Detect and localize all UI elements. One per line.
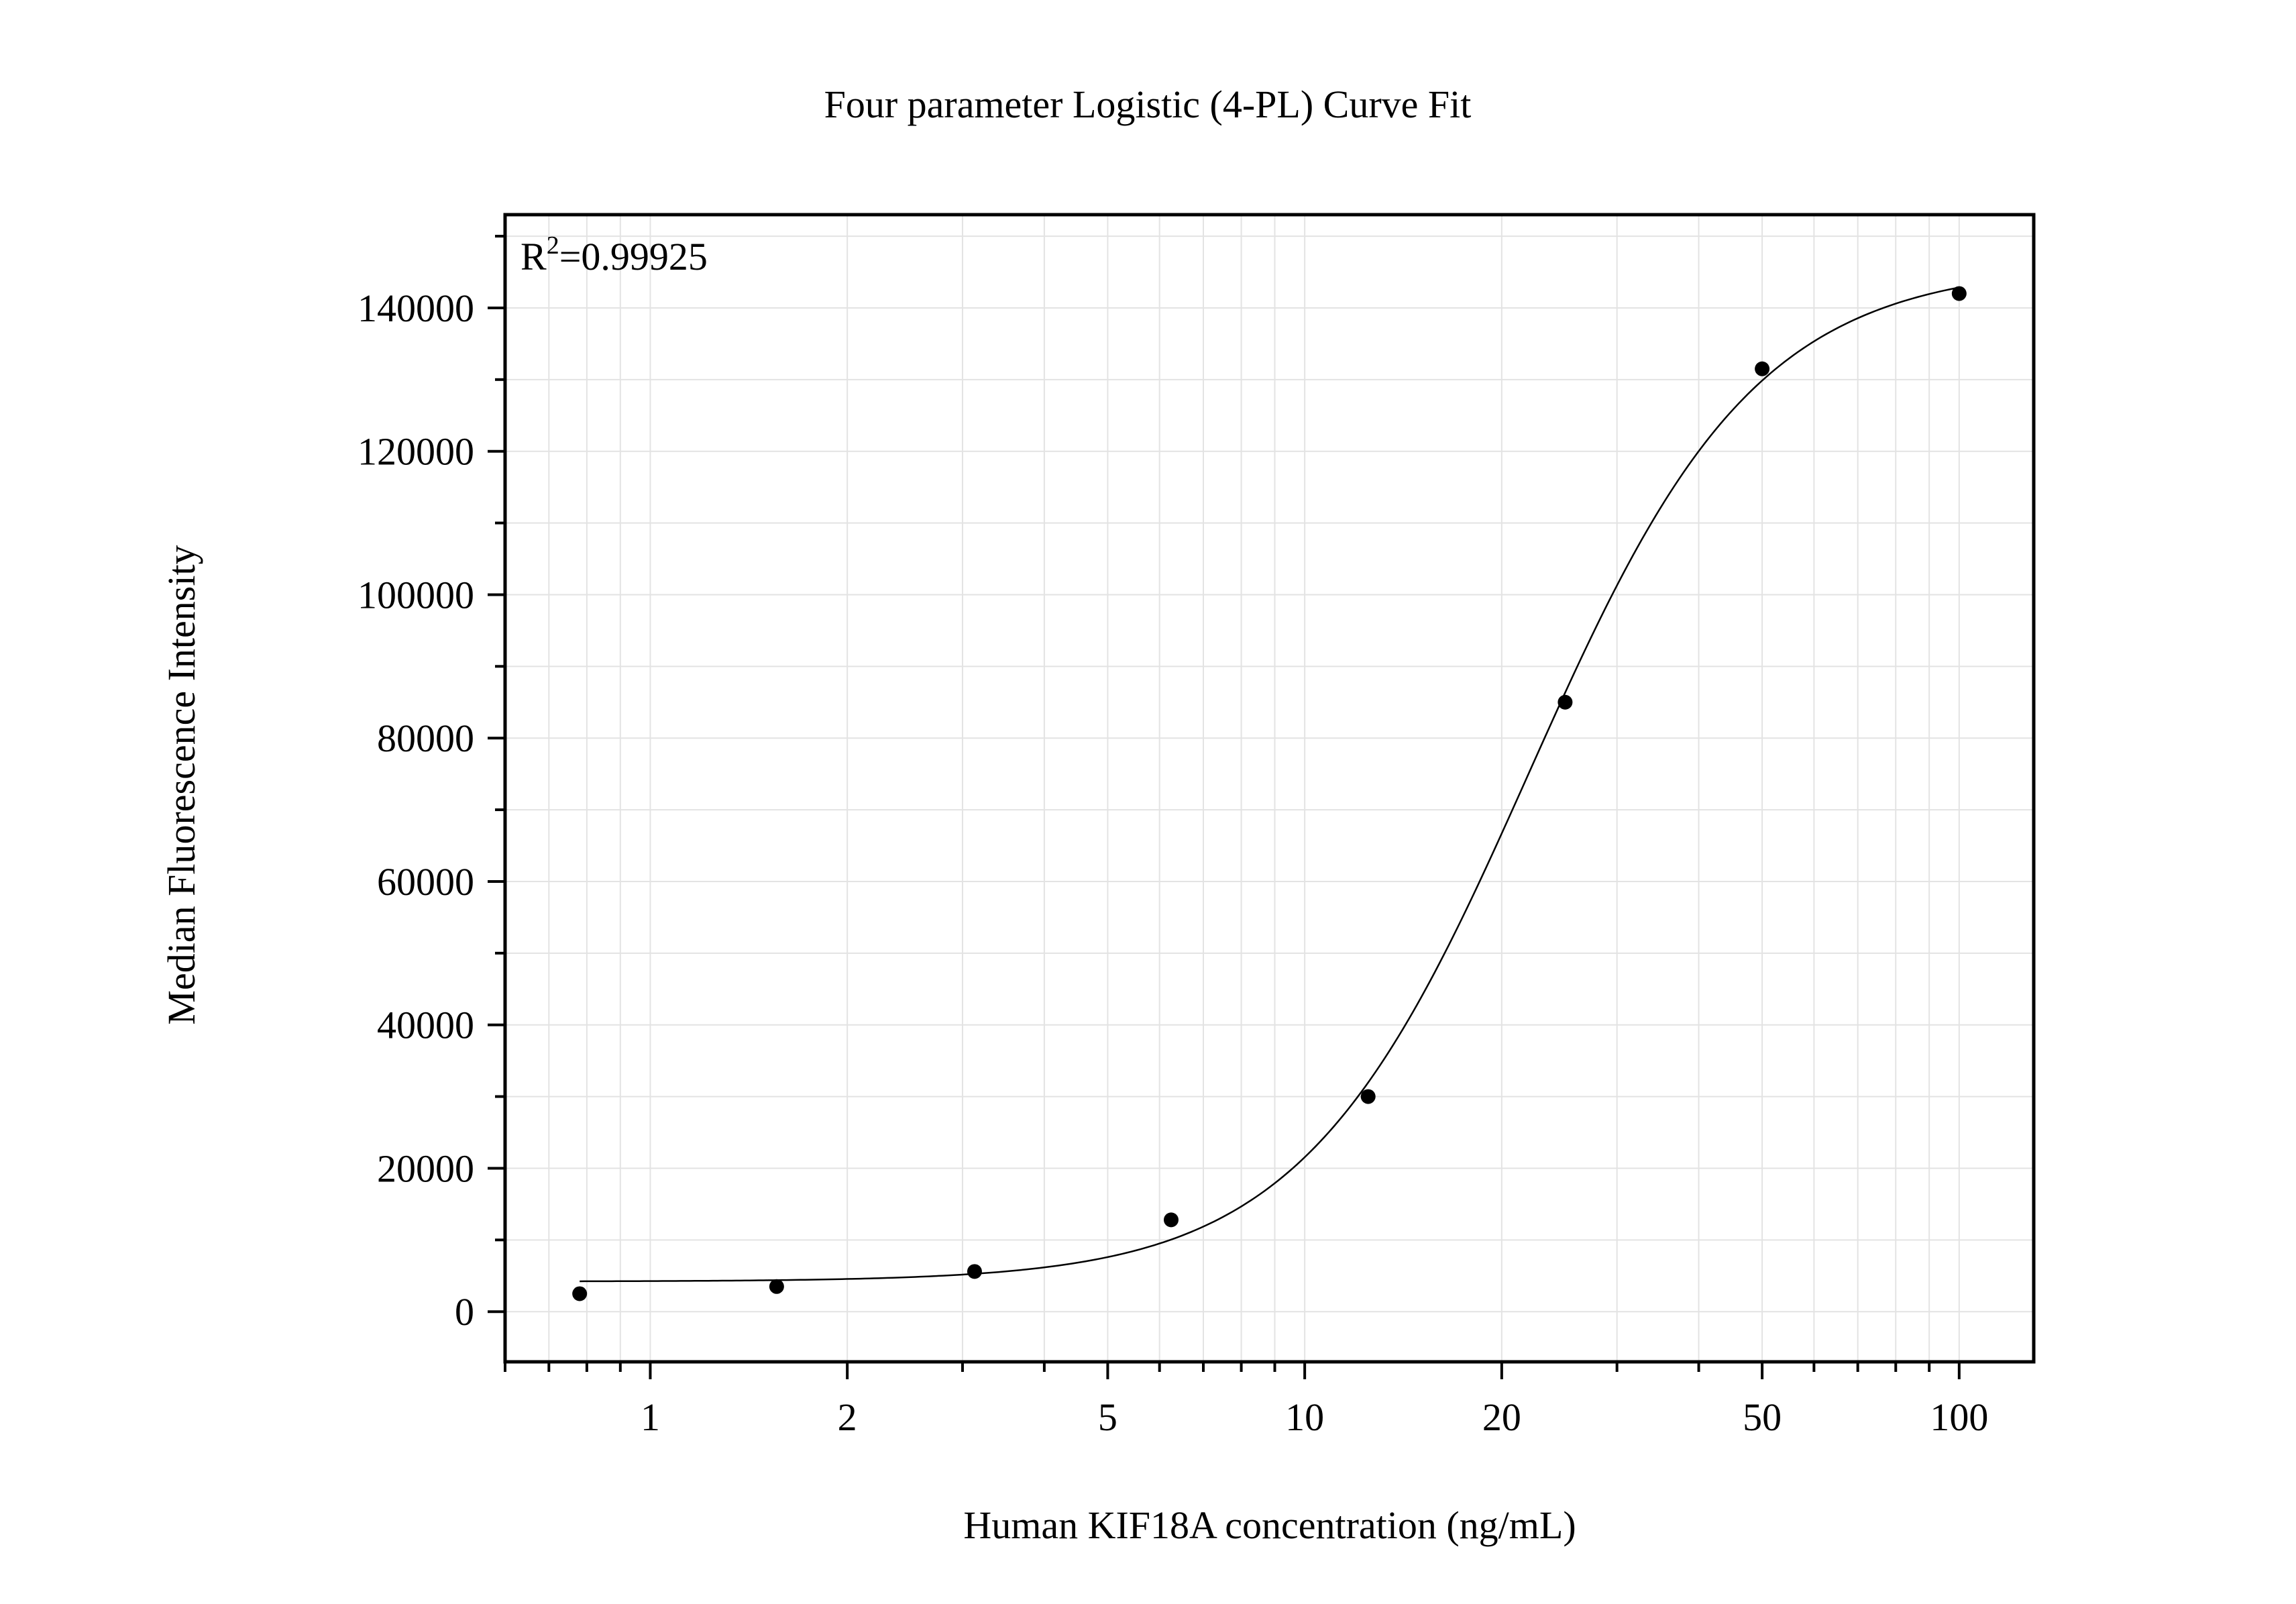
y-tick-label: 60000 (377, 860, 474, 904)
y-tick-label: 100000 (358, 573, 474, 617)
data-point (1360, 1089, 1376, 1104)
data-point (572, 1286, 588, 1301)
x-tick-label: 5 (1098, 1395, 1117, 1439)
plot-frame (503, 213, 2036, 1364)
data-point (1951, 286, 1967, 301)
y-tick-label: 0 (455, 1290, 474, 1334)
fit-curve (580, 286, 1960, 1283)
x-tick-label: 10 (1285, 1395, 1324, 1439)
axis-ticks: 1 2 5 10 20 50 100 0 20000 40000 60000 80000 100000 1… (358, 235, 1988, 1439)
data-point (769, 1279, 784, 1294)
r-squared-value: =0.99925 (559, 235, 708, 278)
r-squared-superscript: 2 (547, 231, 559, 260)
x-tick-label: 100 (1930, 1395, 1988, 1439)
x-tick-label: 50 (1743, 1395, 1782, 1439)
x-tick-label: 2 (838, 1395, 857, 1439)
grid (505, 215, 2034, 1362)
y-tick-label: 120000 (358, 430, 474, 474)
data-point (967, 1264, 982, 1279)
data-point (1557, 694, 1573, 710)
data-point (1755, 361, 1770, 376)
y-tick-label: 20000 (377, 1146, 474, 1190)
data-point (1163, 1212, 1179, 1228)
fit-curve-layer (580, 286, 1960, 1283)
x-tick-label: 20 (1482, 1395, 1521, 1439)
x-axis-label: Human KIF18A concentration (ng/mL) (963, 1503, 1576, 1547)
y-tick-label: 80000 (377, 716, 474, 760)
x-tick-label: 1 (641, 1395, 660, 1439)
chart-title: Four parameter Logistic (4-PL) Curve Fit (824, 83, 1472, 126)
r-squared-annotation: R2=0.99925 (521, 231, 708, 278)
data-points (572, 286, 1967, 1301)
y-axis-label: Median Fluorescence Intensity (160, 545, 203, 1024)
y-tick-label: 140000 (358, 286, 474, 330)
y-tick-label: 40000 (377, 1004, 474, 1047)
r-squared-base: R (521, 235, 547, 278)
